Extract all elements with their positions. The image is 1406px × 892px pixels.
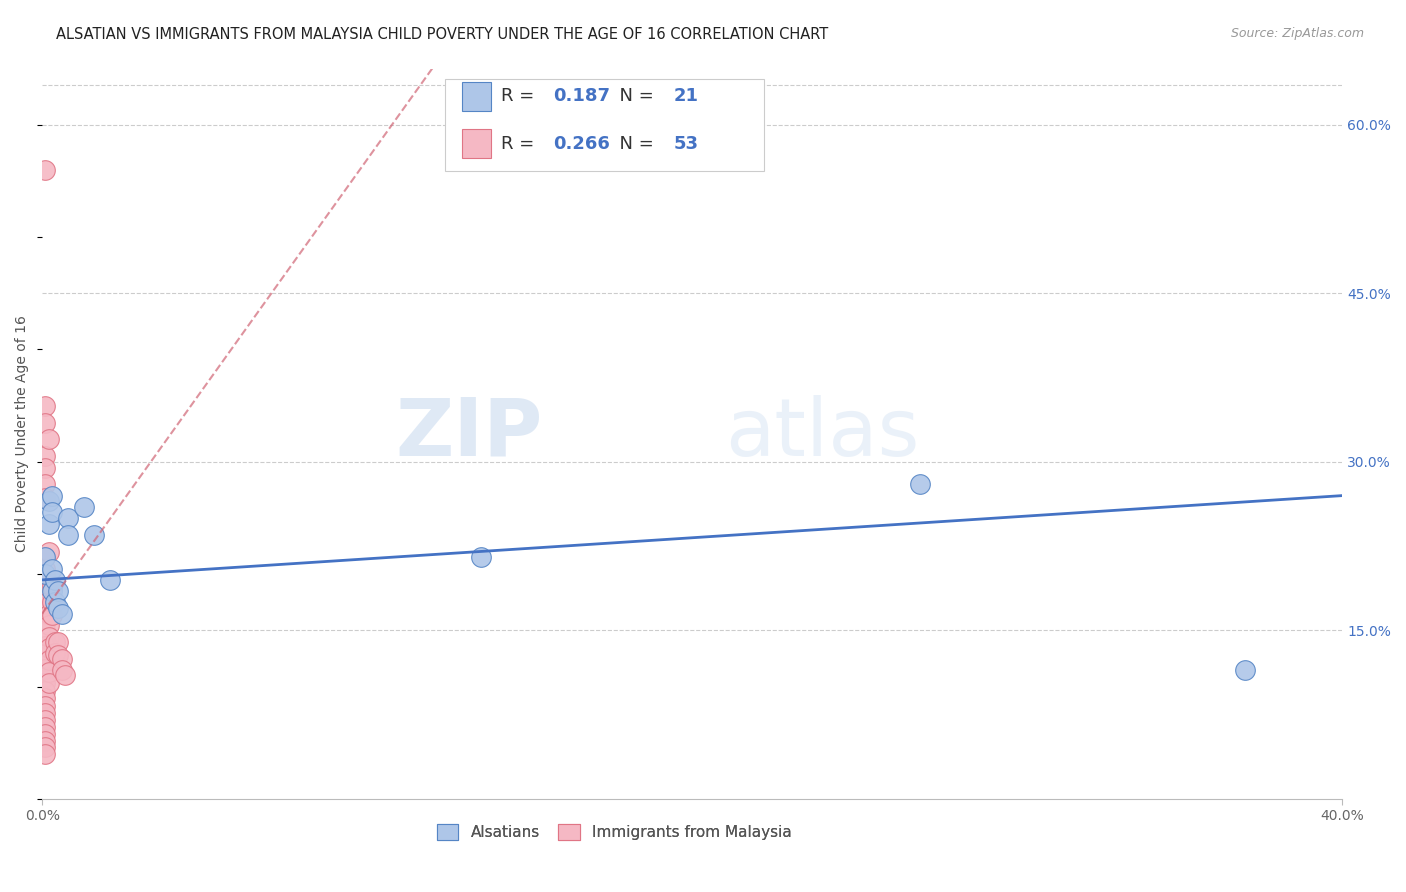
Point bbox=[58, 511, 80, 525]
FancyBboxPatch shape bbox=[463, 129, 491, 159]
Point bbox=[100, 573, 122, 587]
Point bbox=[38, 641, 60, 656]
Point bbox=[38, 676, 60, 690]
Point bbox=[34, 647, 56, 661]
Point bbox=[34, 567, 56, 582]
Point bbox=[34, 639, 56, 653]
Point bbox=[41, 595, 63, 609]
Text: ALSATIAN VS IMMIGRANTS FROM MALAYSIA CHILD POVERTY UNDER THE AGE OF 16 CORRELATI: ALSATIAN VS IMMIGRANTS FROM MALAYSIA CHI… bbox=[56, 27, 828, 42]
Point bbox=[34, 491, 56, 505]
Point bbox=[51, 651, 73, 665]
Point bbox=[38, 653, 60, 667]
Point bbox=[41, 584, 63, 599]
Legend: Alsatians, Immigrants from Malaysia: Alsatians, Immigrants from Malaysia bbox=[430, 818, 797, 847]
Point bbox=[34, 477, 56, 491]
Point bbox=[34, 607, 56, 621]
Point bbox=[34, 698, 56, 713]
Point bbox=[1233, 663, 1256, 677]
Point bbox=[48, 584, 70, 599]
Text: N =: N = bbox=[607, 87, 659, 105]
Point bbox=[470, 550, 492, 565]
Point bbox=[34, 162, 56, 177]
Text: Source: ZipAtlas.com: Source: ZipAtlas.com bbox=[1230, 27, 1364, 40]
Point bbox=[34, 632, 56, 646]
Text: 53: 53 bbox=[673, 135, 699, 153]
Point bbox=[34, 399, 56, 413]
Point bbox=[34, 550, 56, 565]
Point bbox=[41, 562, 63, 576]
Point bbox=[58, 528, 80, 542]
Point bbox=[41, 578, 63, 592]
Point bbox=[908, 477, 931, 491]
Text: 0.266: 0.266 bbox=[553, 135, 610, 153]
Text: ZIP: ZIP bbox=[395, 395, 543, 473]
Text: 0.187: 0.187 bbox=[553, 87, 610, 105]
Point bbox=[41, 607, 63, 622]
Point bbox=[41, 489, 63, 503]
Point bbox=[34, 573, 56, 587]
Text: R =: R = bbox=[501, 135, 540, 153]
Point bbox=[34, 747, 56, 761]
Point bbox=[34, 740, 56, 755]
Point bbox=[38, 618, 60, 632]
Point bbox=[34, 684, 56, 698]
Point bbox=[38, 607, 60, 621]
Point bbox=[38, 665, 60, 679]
Text: atlas: atlas bbox=[725, 395, 920, 473]
Point bbox=[34, 416, 56, 430]
Point bbox=[34, 727, 56, 741]
Y-axis label: Child Poverty Under the Age of 16: Child Poverty Under the Age of 16 bbox=[15, 316, 30, 552]
Point bbox=[83, 528, 105, 542]
Point bbox=[34, 460, 56, 475]
Text: 21: 21 bbox=[673, 87, 699, 105]
Point bbox=[38, 494, 60, 508]
FancyBboxPatch shape bbox=[446, 79, 763, 170]
Point bbox=[38, 582, 60, 597]
Point bbox=[38, 433, 60, 447]
Point bbox=[34, 662, 56, 676]
Point bbox=[34, 597, 56, 611]
Point bbox=[34, 733, 56, 747]
Point bbox=[44, 595, 66, 609]
Point bbox=[34, 550, 56, 565]
Point bbox=[34, 615, 56, 630]
Point bbox=[34, 720, 56, 734]
Point bbox=[34, 714, 56, 728]
Point bbox=[44, 646, 66, 660]
Point bbox=[34, 450, 56, 464]
Text: R =: R = bbox=[501, 87, 540, 105]
Point bbox=[48, 601, 70, 615]
Point bbox=[34, 669, 56, 683]
FancyBboxPatch shape bbox=[463, 82, 491, 111]
Point bbox=[38, 630, 60, 644]
Point bbox=[38, 594, 60, 608]
Point bbox=[34, 654, 56, 668]
Point bbox=[73, 500, 96, 514]
Point bbox=[44, 634, 66, 648]
Point bbox=[34, 706, 56, 720]
Point bbox=[34, 562, 56, 576]
Point bbox=[44, 573, 66, 587]
Point bbox=[51, 663, 73, 677]
Point bbox=[48, 634, 70, 648]
Point bbox=[34, 676, 56, 690]
Point bbox=[53, 668, 76, 682]
Point bbox=[34, 585, 56, 599]
Point bbox=[41, 506, 63, 520]
Point bbox=[38, 545, 60, 559]
Text: N =: N = bbox=[607, 135, 659, 153]
Point bbox=[48, 648, 70, 663]
Point bbox=[34, 624, 56, 638]
Point bbox=[34, 690, 56, 705]
Point bbox=[51, 607, 73, 621]
Point bbox=[38, 516, 60, 531]
